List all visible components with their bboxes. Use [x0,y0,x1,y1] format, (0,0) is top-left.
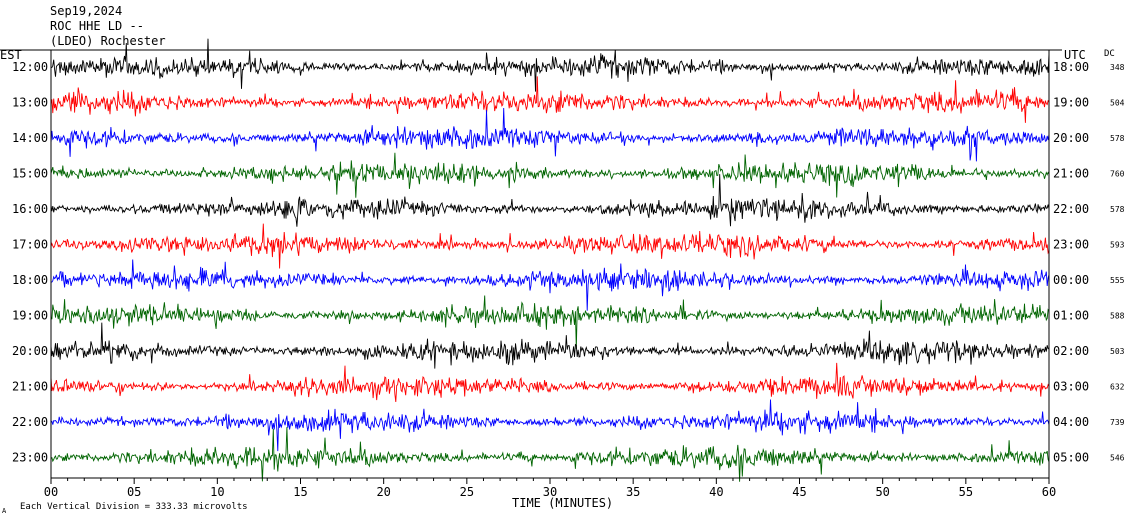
header-date: Sep19,2024 [50,4,123,18]
est-label: 20:00 [12,344,48,358]
x-tick-label: 50 [875,485,889,499]
dc-value: 632 [1110,383,1125,392]
trace-1200 [50,38,1050,92]
est-label: 18:00 [12,273,48,287]
x-tick-label: 55 [959,485,973,499]
est-label: 12:00 [12,60,48,74]
est-label: 15:00 [12,167,48,181]
est-label: 13:00 [12,96,48,110]
x-tick-label: 05 [127,485,141,499]
trace-2000 [50,322,1049,369]
est-label: 22:00 [12,415,48,429]
trace-1300 [50,76,1050,123]
left-axis-label: EST [0,48,22,62]
utc-label: 02:00 [1053,344,1089,358]
dc-value: 588 [1110,312,1125,321]
trace-1700 [50,223,1050,269]
header-station: ROC HHE LD -- [50,19,144,33]
est-label: 17:00 [12,238,48,252]
utc-label: 04:00 [1053,415,1089,429]
dc-value: 504 [1110,99,1125,108]
dc-label: DC [1104,49,1115,59]
utc-label: 05:00 [1053,451,1089,465]
trace-2300 [50,427,1050,482]
x-tick-label: 00 [44,485,58,499]
dc-value: 578 [1110,134,1125,143]
dc-value: 546 [1110,454,1125,463]
x-tick-label: 20 [376,485,390,499]
utc-label: 01:00 [1053,309,1089,323]
trace-1600 [50,174,1050,227]
utc-label: 20:00 [1053,131,1089,145]
utc-label: 19:00 [1053,96,1089,110]
plot-frame [0,49,1062,479]
est-label: 14:00 [12,131,48,145]
header-location: (LDEO) Rochester [50,34,166,48]
trace-1500 [50,152,1050,198]
utc-label: 18:00 [1053,60,1089,74]
x-tick-label: 45 [792,485,806,499]
dc-value: 578 [1110,205,1125,214]
trace-2100 [50,362,1050,403]
est-label: 21:00 [12,380,48,394]
utc-label: 21:00 [1053,167,1089,181]
dc-value: 739 [1110,418,1125,427]
est-label: 19:00 [12,309,48,323]
dc-value: 503 [1110,347,1125,356]
x-axis-title: TIME (MINUTES) [512,496,614,510]
trace-1800 [51,259,1050,311]
x-tick-label: 40 [709,485,723,499]
trace-1400 [50,107,1050,162]
footer-mark: A [2,507,7,515]
row-labels: 12:00 18:00 348 13:00 19:00 504 14:00 20:00 578 1… [12,60,1125,465]
dc-value: 593 [1110,241,1125,250]
x-tick-label: 25 [460,485,474,499]
x-tick-label: 15 [293,485,307,499]
est-label: 23:00 [12,451,48,465]
utc-label: 00:00 [1053,273,1089,287]
footer-scale-note: Each Vertical Division = 333.33 microvol… [20,502,248,512]
x-tick-label: 30 [543,485,557,499]
x-tick-label: 35 [626,485,640,499]
dc-value: 760 [1110,170,1125,179]
right-axis-label: UTC [1064,48,1086,62]
trace-1900 [50,295,1050,349]
seismic-traces [50,38,1050,482]
x-tick-label: 60 [1042,485,1056,499]
dc-value: 348 [1110,63,1125,72]
x-axis: 00 05 10 15 20 25 30 35 40 45 50 55 60 [44,478,1056,499]
trace-2200 [50,399,1050,452]
utc-label: 23:00 [1053,238,1089,252]
est-label: 16:00 [12,202,48,216]
x-tick-label: 10 [210,485,224,499]
utc-label: 22:00 [1053,202,1089,216]
utc-label: 03:00 [1053,380,1089,394]
dc-value: 555 [1110,276,1125,285]
